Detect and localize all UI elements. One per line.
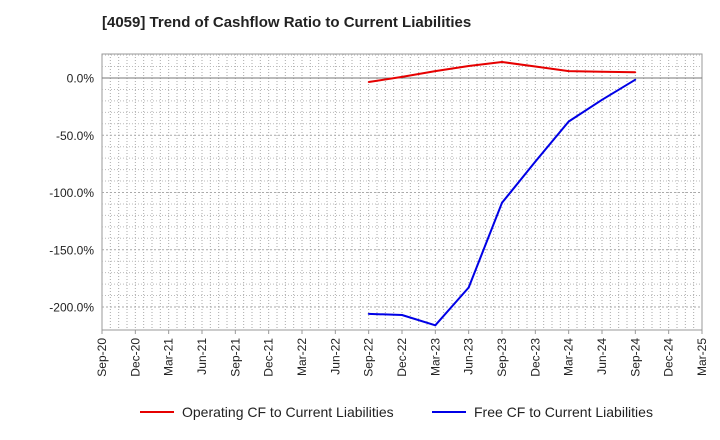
data-point-free-cf	[534, 160, 537, 163]
x-tick-label: Mar-25	[695, 338, 709, 376]
x-tick-label: Mar-23	[428, 338, 442, 376]
data-point-operating-cf	[501, 61, 503, 63]
x-tick-label: Sep-22	[362, 338, 376, 377]
x-tick-label: Jun-21	[195, 338, 209, 375]
x-tick-label: Sep-23	[495, 338, 509, 377]
x-tick-label: Dec-20	[128, 338, 142, 377]
x-tick-label: Dec-24	[662, 338, 676, 377]
x-tick-label: Sep-20	[95, 338, 109, 377]
data-point-operating-cf	[534, 65, 537, 68]
x-tick-label: Sep-24	[628, 338, 642, 377]
x-tick-label: Mar-21	[162, 338, 176, 376]
legend-swatch-operating-cf	[140, 411, 174, 413]
x-tick-label: Dec-21	[262, 338, 276, 377]
data-point-free-cf	[434, 324, 437, 327]
data-point-operating-cf	[401, 75, 403, 78]
data-point-operating-cf	[601, 70, 603, 73]
y-tick-label: -100.0%	[49, 186, 94, 200]
data-point-free-cf	[567, 120, 570, 123]
data-point-free-cf	[401, 314, 403, 316]
data-point-free-cf	[467, 286, 470, 289]
x-tick-label: Dec-22	[395, 338, 409, 377]
legend-item-operating-cf: Operating CF to Current Liabilities	[140, 404, 394, 420]
x-tick-label: Jun-22	[328, 338, 342, 375]
y-tick-label: 0.0%	[67, 72, 95, 86]
x-tick-label: Sep-21	[228, 338, 242, 377]
data-point-free-cf	[634, 78, 637, 81]
y-tick-label: -150.0%	[49, 243, 94, 257]
y-tick-label: -50.0%	[56, 129, 94, 143]
x-tick-label: Dec-23	[528, 338, 542, 377]
chart-title: [4059] Trend of Cashflow Ratio to Curren…	[102, 14, 472, 31]
data-point-free-cf	[367, 312, 370, 315]
x-tick-label: Mar-24	[562, 338, 576, 376]
x-tick-label: Jun-23	[462, 338, 476, 375]
legend-item-free-cf: Free CF to Current Liabilities	[432, 404, 653, 420]
y-tick-label: -200.0%	[49, 301, 94, 315]
data-point-operating-cf	[467, 65, 470, 67]
data-point-free-cf	[601, 98, 603, 101]
legend-swatch-free-cf	[432, 411, 466, 413]
data-point-operating-cf	[367, 81, 370, 83]
legend-label-operating-cf: Operating CF to Current Liabilities	[182, 404, 394, 420]
data-point-free-cf	[501, 201, 503, 204]
data-point-operating-cf	[434, 70, 437, 73]
data-point-operating-cf	[634, 71, 637, 74]
x-tick-label: Jun-24	[595, 338, 609, 375]
data-point-operating-cf	[567, 70, 570, 73]
x-tick-label: Mar-22	[295, 338, 309, 376]
legend-label-free-cf: Free CF to Current Liabilities	[474, 404, 653, 420]
